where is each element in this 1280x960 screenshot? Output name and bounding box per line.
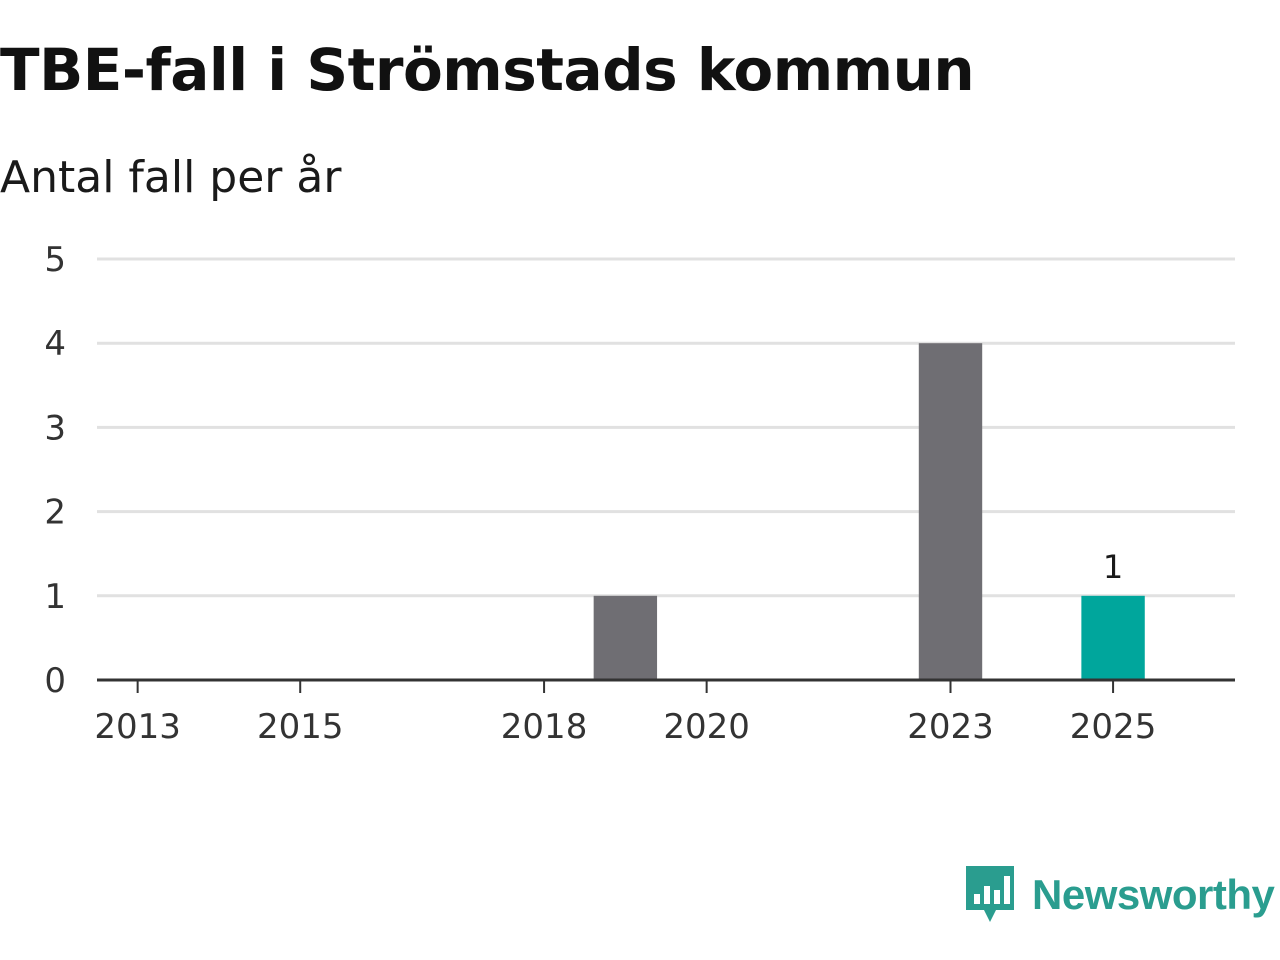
- bar: [593, 595, 658, 680]
- chart-title: TBE-fall i Strömstads kommun: [0, 36, 975, 104]
- y-tick-label: 4: [44, 324, 66, 364]
- brand-name: Newsworthy: [1032, 871, 1275, 918]
- y-tick-label: 0: [44, 661, 66, 701]
- x-tick-label: 2025: [1070, 707, 1157, 747]
- gridlines: [97, 257, 1235, 598]
- x-tick-label: 2015: [257, 707, 344, 747]
- y-tick-label: 2: [44, 493, 66, 533]
- bar: [918, 343, 983, 680]
- chart-subtitle: Antal fall per år: [0, 152, 342, 203]
- x-tick-label: 2023: [907, 707, 994, 747]
- y-tick-label: 3: [44, 408, 66, 448]
- bar-highlight: [1081, 595, 1145, 680]
- y-tick-label: 5: [44, 240, 66, 280]
- newsworthy-logo-icon: [966, 866, 1014, 922]
- data-label: 1: [1103, 548, 1123, 586]
- y-tick-label: 1: [44, 577, 66, 617]
- x-tick-label: 2020: [663, 707, 750, 747]
- x-tick-label: 2013: [94, 707, 181, 747]
- brand-logo: Newsworthy: [964, 864, 1275, 926]
- axes: 0 1 2 3 4 5 1 2013 2015 2018 2020 2023 2025: [44, 240, 1235, 747]
- x-tick-label: 2018: [501, 707, 588, 747]
- bar-chart: 0 1 2 3 4 5 1 2013 2015 2018 2020 2023 2025: [44, 240, 1235, 747]
- bars: [593, 343, 1145, 680]
